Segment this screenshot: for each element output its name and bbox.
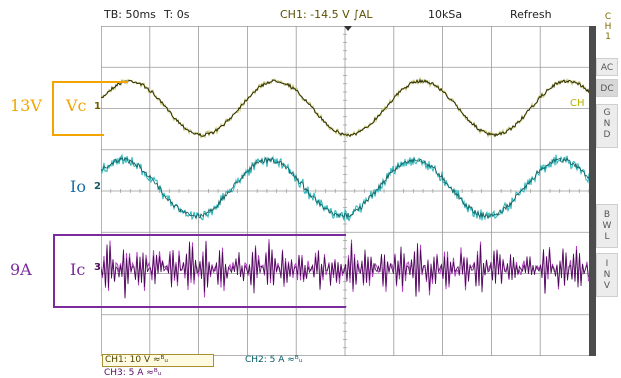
trigger-time-readout[interactable]: T: 0s	[164, 8, 190, 21]
bandwidth-limit-button[interactable]: B W L	[596, 204, 618, 248]
ch2-scale-readout[interactable]: CH2: 5 A ≈ᴮᵤ	[245, 355, 303, 365]
refresh-mode-readout[interactable]: Refresh	[510, 8, 552, 21]
ch2-marker-icon[interactable]: 2	[94, 181, 101, 192]
gnd-coupling-button[interactable]: G N D	[596, 104, 618, 148]
waveform-traces	[101, 76, 589, 299]
vc-top-bracket	[52, 81, 128, 83]
scope-status-bar: TB: 50ms T: 0s CH1: -14.5 V ∫AL 10kSa Re…	[100, 4, 590, 24]
channel-label: C H 1	[604, 12, 612, 42]
timebase-readout[interactable]: TB: 50ms	[104, 8, 156, 21]
ic-top-bracket	[53, 234, 346, 236]
ch1-end-label: CH	[570, 98, 585, 109]
vc-amplitude-label: 13V	[10, 96, 42, 115]
trigger-info-readout[interactable]: CH1: -14.5 V ∫AL	[280, 8, 373, 21]
vc-bottom-bracket	[52, 134, 104, 136]
graticule	[101, 26, 589, 356]
ic-vertical-bracket	[53, 234, 55, 308]
ic-label: Ic	[70, 260, 86, 279]
invert-button[interactable]: I N V	[596, 253, 618, 297]
io-label: Io	[70, 177, 86, 196]
vc-vertical-bracket	[52, 81, 54, 136]
io-trace	[101, 156, 589, 220]
sample-rate-readout: 10kSa	[428, 8, 463, 21]
ic-trace	[101, 241, 589, 299]
ch1-marker-icon[interactable]: 1	[94, 101, 101, 112]
channel-side-panel: C H 1 AC DC G N D B W L I N V	[596, 12, 621, 312]
ch1-scale-readout[interactable]: CH1: 10 V ≈ᴮᵤ	[102, 354, 214, 367]
oscilloscope-display	[101, 26, 589, 356]
ch3-marker-icon[interactable]: 3	[94, 262, 101, 273]
vc-label: Vc	[66, 96, 87, 115]
ic-amplitude-label: 9A	[10, 260, 32, 279]
dc-coupling-button[interactable]: DC	[596, 79, 618, 97]
ch3-scale-readout[interactable]: CH3: 5 A ≈ᴮᵤ	[104, 368, 162, 378]
trigger-marker-icon	[344, 26, 352, 31]
vertical-scale-bar	[589, 26, 596, 356]
channel-scale-bar: CH1: 10 V ≈ᴮᵤ CH2: 5 A ≈ᴮᵤ CH3: 5 A ≈ᴮᵤ	[102, 354, 602, 378]
vc-trace	[101, 78, 589, 138]
io-trace-noise	[101, 153, 589, 222]
ac-coupling-button[interactable]: AC	[596, 58, 618, 76]
ic-bottom-bracket	[53, 306, 346, 308]
